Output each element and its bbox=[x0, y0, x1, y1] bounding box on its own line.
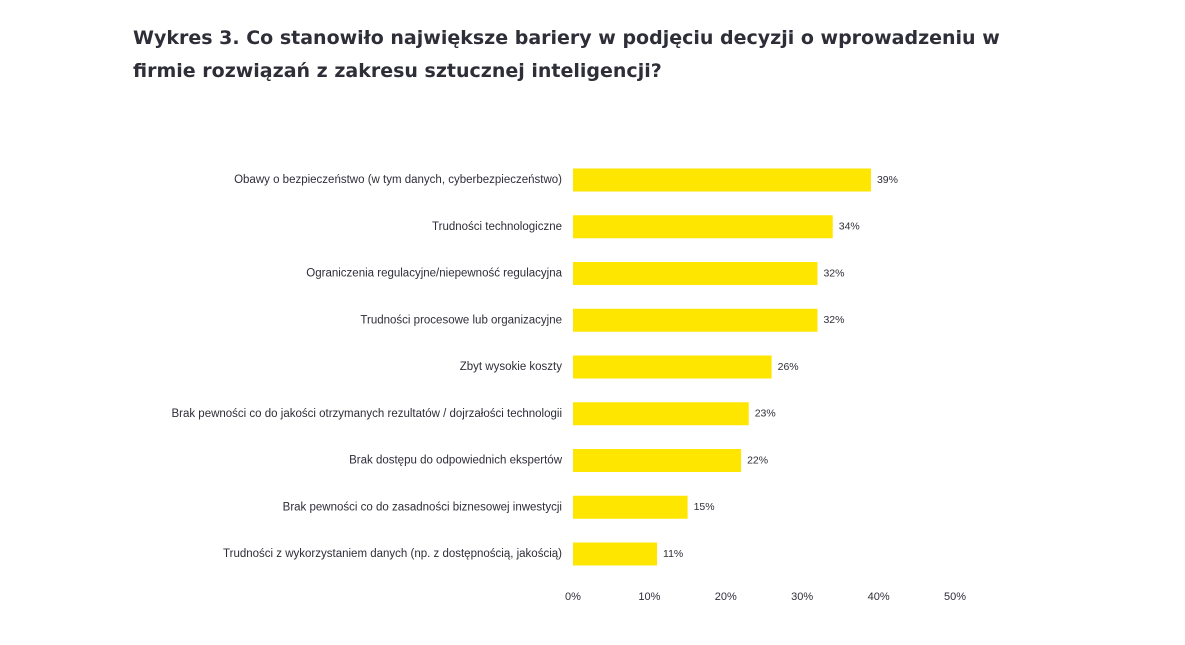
data-label: 32% bbox=[823, 267, 844, 279]
category-label: Trudności technologiczne bbox=[432, 221, 562, 233]
data-label: 39% bbox=[877, 174, 898, 186]
bar bbox=[573, 449, 742, 472]
data-label: 15% bbox=[694, 501, 715, 513]
category-label: Brak pewności co do jakości otrzymanych … bbox=[171, 408, 562, 420]
x-tick-label: 10% bbox=[638, 591, 660, 603]
bar bbox=[573, 542, 658, 566]
bar bbox=[573, 168, 871, 192]
data-label: 34% bbox=[839, 221, 860, 233]
chart-title: Wykres 3. Co stanowiło największe barier… bbox=[133, 27, 1000, 82]
bar bbox=[573, 262, 818, 285]
bar bbox=[573, 308, 818, 332]
bar bbox=[573, 355, 772, 379]
bar bbox=[573, 215, 833, 239]
bar bbox=[573, 495, 688, 519]
data-label: 26% bbox=[778, 361, 799, 373]
data-label: 22% bbox=[747, 454, 768, 466]
category-label: Trudności procesowe lub organizacyjne bbox=[360, 314, 562, 326]
category-label: Zbyt wysokie koszty bbox=[460, 361, 562, 373]
category-label: Ograniczenia regulacyjne/niepewność regu… bbox=[306, 268, 562, 280]
x-tick-label: 20% bbox=[715, 591, 737, 603]
x-tick-label: 40% bbox=[868, 591, 890, 603]
data-label: 32% bbox=[823, 314, 844, 326]
x-tick-label: 30% bbox=[791, 591, 813, 603]
category-label: Brak dostępu do odpowiednich ekspertów bbox=[349, 455, 563, 467]
category-label: Trudności z wykorzystaniem danych (np. z… bbox=[223, 548, 562, 560]
data-label: 11% bbox=[663, 548, 683, 560]
bar bbox=[573, 402, 749, 426]
x-tick-label: 0% bbox=[565, 591, 581, 603]
data-label: 23% bbox=[755, 408, 776, 420]
x-tick-label: 50% bbox=[944, 591, 966, 603]
category-label: Brak pewności co do zasadności biznesowe… bbox=[283, 501, 562, 513]
category-label: Obawy o bezpieczeństwo (w tym danych, cy… bbox=[234, 174, 562, 186]
